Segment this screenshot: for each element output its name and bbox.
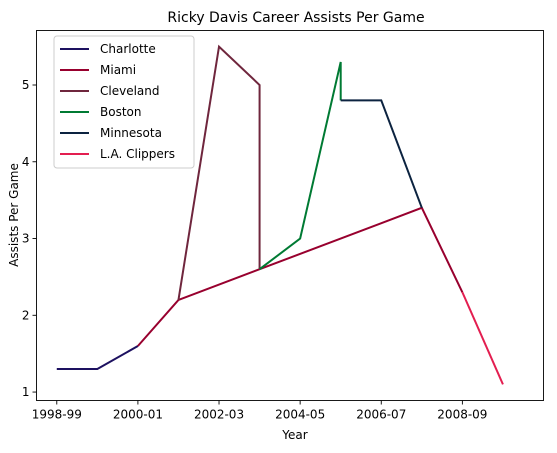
plot-lines: [56, 44, 504, 385]
legend-entry: L.A. Clippers: [100, 147, 175, 161]
y-tick-label: 1: [22, 385, 30, 399]
series-line-3: [258, 61, 342, 271]
y-axis: 1 2 3 4 5: [22, 78, 37, 399]
series-line-2: [177, 44, 261, 301]
x-axis-label: Year: [281, 428, 307, 442]
series-line-1: [137, 206, 464, 347]
series-line-4: [340, 99, 423, 209]
x-axis: 1998-99 2000-01 2002-03 2004-05 2006-07 2008-…: [32, 400, 487, 422]
x-tick-label: 2002-03: [194, 408, 244, 422]
y-tick-label: 3: [22, 232, 30, 246]
x-tick-label: 2004-05: [275, 408, 325, 422]
legend-entry: Charlotte: [100, 42, 156, 56]
legend: Charlotte Miami Cleveland Boston Minnesota L.…: [53, 35, 195, 169]
series-line-0: [56, 345, 139, 371]
y-tick-label: 5: [22, 78, 30, 92]
legend-entry: Cleveland: [100, 84, 160, 98]
chart-title: Ricky Davis Career Assists Per Game: [167, 10, 424, 26]
plot-frame: [36, 30, 544, 401]
x-tick-label: 2008-09: [437, 408, 487, 422]
x-tick-label: 2006-07: [356, 408, 406, 422]
legend-entry: Minnesota: [100, 126, 162, 140]
legend-entry: Boston: [100, 105, 141, 119]
series-line-5: [461, 291, 504, 385]
y-tick-label: 2: [22, 308, 30, 322]
y-axis-label: Assists Per Game: [7, 163, 21, 267]
legend-entry: Miami: [100, 63, 136, 77]
y-tick-label: 4: [22, 155, 30, 169]
x-tick-label: 2000-01: [113, 408, 163, 422]
x-tick-label: 1998-99: [32, 408, 82, 422]
